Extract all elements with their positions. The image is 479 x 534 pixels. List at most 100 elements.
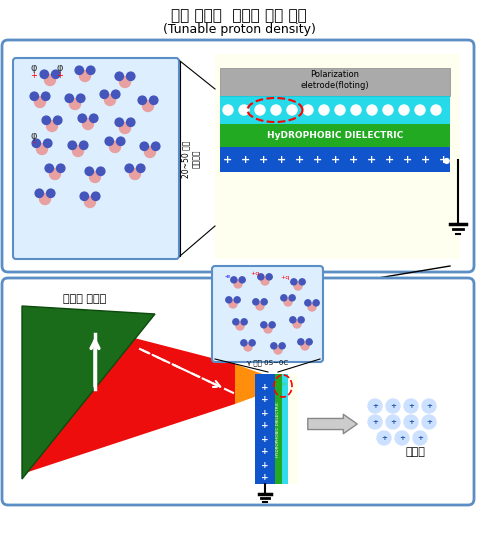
Circle shape — [112, 90, 120, 98]
Text: ●: ● — [443, 155, 450, 164]
Circle shape — [386, 415, 400, 429]
Circle shape — [319, 105, 329, 115]
Circle shape — [223, 105, 233, 115]
Text: +: + — [426, 419, 432, 425]
Text: HYDROPHOBIC DIELECTRIC: HYDROPHOBIC DIELECTRIC — [276, 401, 280, 457]
FancyBboxPatch shape — [2, 40, 474, 272]
Circle shape — [301, 342, 309, 350]
Circle shape — [258, 274, 264, 280]
FancyBboxPatch shape — [212, 266, 323, 362]
Circle shape — [241, 340, 247, 346]
Circle shape — [104, 95, 115, 106]
Circle shape — [77, 94, 85, 103]
Circle shape — [287, 105, 297, 115]
Circle shape — [241, 319, 247, 325]
Text: +: + — [372, 403, 378, 409]
Circle shape — [39, 193, 50, 205]
Circle shape — [255, 105, 265, 115]
Text: +: + — [390, 419, 396, 425]
Circle shape — [140, 142, 148, 151]
Circle shape — [115, 118, 124, 127]
Circle shape — [253, 299, 259, 305]
Bar — [215, 54, 460, 259]
Text: +: + — [261, 460, 269, 469]
Circle shape — [289, 295, 295, 301]
Text: +: + — [261, 474, 269, 483]
Circle shape — [137, 164, 145, 172]
Circle shape — [294, 282, 302, 290]
Circle shape — [45, 75, 56, 85]
Text: +: + — [422, 155, 431, 165]
Circle shape — [119, 76, 130, 88]
Circle shape — [335, 105, 345, 115]
Circle shape — [36, 144, 47, 154]
Text: +: + — [223, 155, 233, 165]
Circle shape — [383, 105, 393, 115]
Text: 20~50 밀리
미터이상: 20~50 밀리 미터이상 — [181, 140, 201, 178]
Circle shape — [303, 105, 313, 115]
Circle shape — [234, 297, 240, 303]
Circle shape — [138, 96, 147, 105]
Circle shape — [367, 105, 377, 115]
Text: φ: φ — [57, 63, 63, 73]
Circle shape — [271, 343, 277, 349]
Circle shape — [239, 277, 245, 283]
Circle shape — [110, 142, 121, 153]
Circle shape — [125, 164, 134, 172]
Bar — [220, 124, 450, 147]
Text: +q: +q — [280, 274, 290, 279]
Bar — [220, 68, 450, 96]
Circle shape — [233, 319, 239, 325]
Circle shape — [377, 431, 391, 445]
Text: +: + — [349, 155, 359, 165]
Circle shape — [415, 105, 425, 115]
Bar — [220, 147, 450, 172]
Circle shape — [305, 300, 311, 306]
Circle shape — [274, 346, 282, 354]
Circle shape — [236, 322, 244, 330]
Circle shape — [264, 325, 272, 333]
Circle shape — [313, 300, 319, 306]
Text: +: + — [241, 155, 251, 165]
Circle shape — [85, 167, 93, 176]
FancyBboxPatch shape — [2, 278, 474, 505]
Circle shape — [431, 105, 441, 115]
Text: +: + — [57, 70, 63, 80]
Circle shape — [279, 343, 285, 349]
Circle shape — [44, 139, 52, 147]
Circle shape — [116, 137, 125, 145]
Circle shape — [298, 339, 304, 345]
Text: (Tunable proton density): (Tunable proton density) — [162, 23, 316, 36]
Circle shape — [142, 100, 153, 112]
Circle shape — [395, 431, 409, 445]
Circle shape — [68, 141, 77, 150]
Text: +: + — [372, 419, 378, 425]
Circle shape — [290, 317, 296, 323]
Text: +: + — [439, 155, 449, 165]
Circle shape — [46, 121, 57, 131]
Circle shape — [57, 164, 65, 172]
Circle shape — [100, 90, 108, 98]
Circle shape — [422, 415, 436, 429]
Text: 양성자: 양성자 — [405, 447, 425, 457]
Circle shape — [291, 279, 297, 285]
Circle shape — [306, 339, 312, 345]
Bar — [282, 374, 288, 484]
Circle shape — [115, 72, 124, 81]
Circle shape — [91, 192, 100, 200]
Circle shape — [80, 70, 91, 82]
Circle shape — [149, 96, 158, 105]
Circle shape — [293, 320, 301, 328]
Circle shape — [145, 146, 156, 158]
Text: HyDROPHOBIC DIELECTRIC: HyDROPHOBIC DIELECTRIC — [267, 131, 403, 140]
Circle shape — [78, 114, 87, 122]
Text: +: + — [261, 421, 269, 430]
Polygon shape — [268, 376, 288, 392]
Text: +q: +q — [251, 271, 260, 277]
FancyArrowPatch shape — [308, 414, 357, 434]
Polygon shape — [235, 364, 268, 404]
Circle shape — [234, 280, 242, 288]
Text: +: + — [261, 382, 269, 391]
Text: 펨토스 레이저: 펨토스 레이저 — [63, 294, 107, 304]
Circle shape — [231, 277, 237, 283]
